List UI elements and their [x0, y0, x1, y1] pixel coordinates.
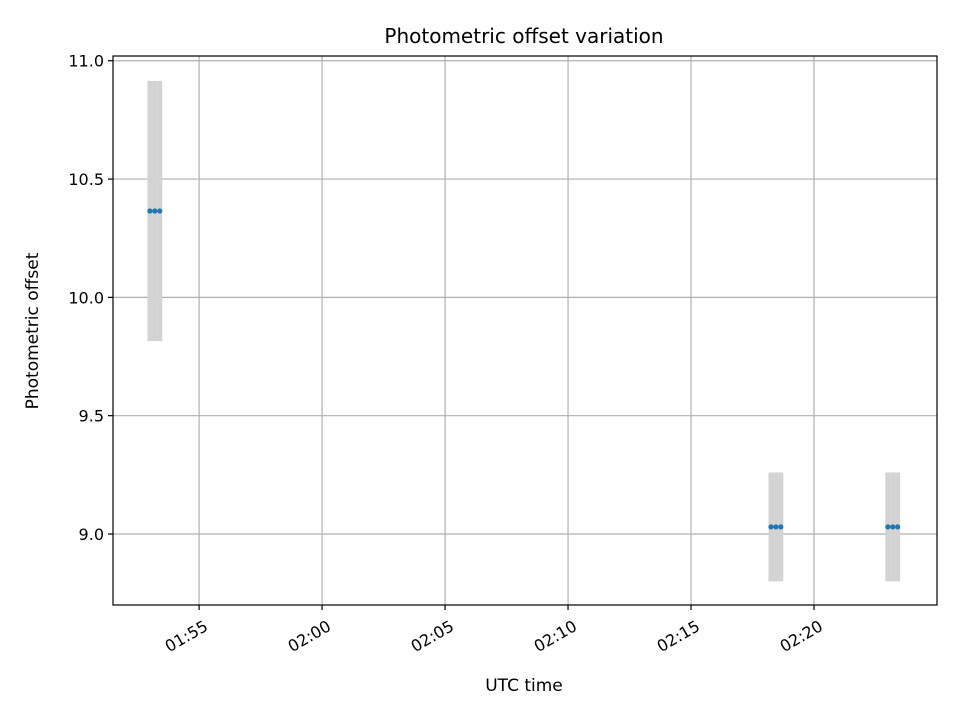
y-tick-label: 11.0: [68, 52, 104, 71]
data-point: [157, 208, 163, 214]
data-point: [890, 524, 896, 530]
data-point: [768, 524, 774, 530]
grid: [113, 56, 937, 605]
x-axis-label: UTC time: [485, 676, 563, 696]
data-point: [152, 208, 158, 214]
y-tick-label: 9.5: [79, 407, 104, 426]
data-point: [885, 524, 891, 530]
chart-title: Photometric offset variation: [384, 24, 663, 48]
data-points: [147, 208, 901, 530]
data-point: [895, 524, 901, 530]
data-point: [147, 208, 153, 214]
y-axis-label: Photometric offset: [23, 252, 43, 409]
plot-area-frame: [112, 55, 938, 606]
y-tick-label: 9.0: [79, 525, 104, 544]
data-point: [773, 524, 779, 530]
data-point: [778, 524, 784, 530]
y-axis-ticks: 9.0 9.5 10.0 10.5 11.0: [68, 52, 113, 544]
y-tick-label: 10.0: [68, 288, 104, 307]
y-tick-label: 10.5: [68, 170, 104, 189]
